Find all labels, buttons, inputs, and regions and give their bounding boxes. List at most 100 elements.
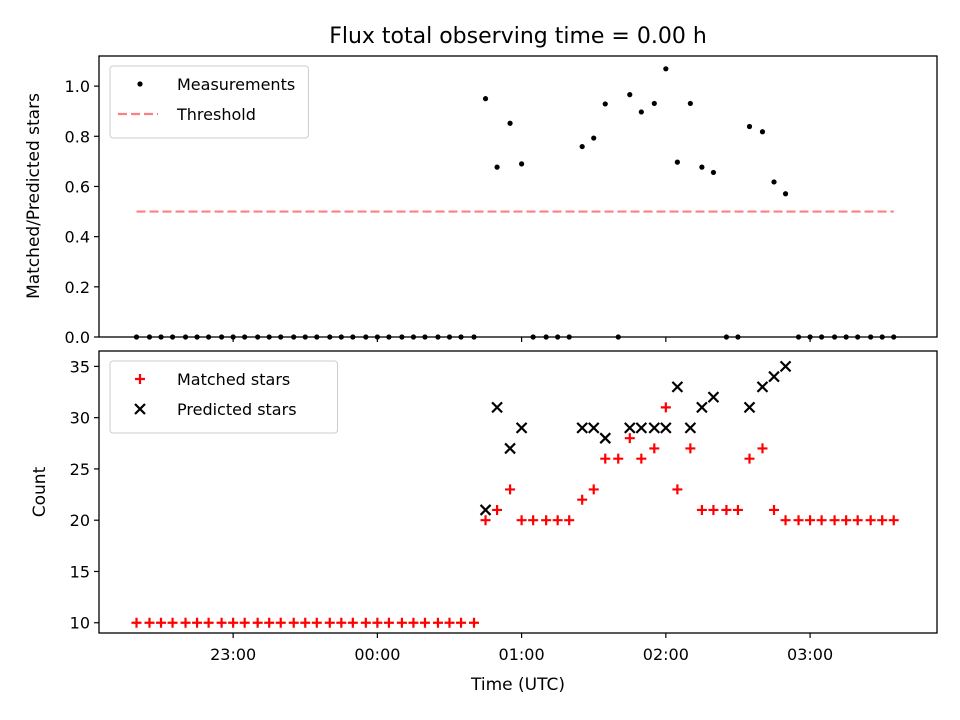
- top-chart-title: Flux total observing time = 0.00 h: [329, 24, 707, 49]
- bottom-data-point: [252, 617, 263, 628]
- bottom-data-point: [624, 422, 636, 434]
- bottom-data-point: [383, 617, 394, 628]
- bottom-legend-label: Matched stars: [177, 370, 290, 389]
- bottom-data-point: [372, 617, 383, 628]
- bottom-data-point: [685, 443, 696, 454]
- bottom-data-point: [360, 617, 371, 628]
- top-data-point: [602, 101, 608, 107]
- bottom-data-point: [505, 484, 516, 495]
- bottom-x-tick-label: 23:00: [210, 645, 256, 664]
- bottom-data-point: [829, 515, 840, 526]
- bottom-data-point: [432, 617, 443, 628]
- bottom-data-point: [732, 504, 743, 515]
- bottom-data-point: [888, 515, 899, 526]
- bottom-data-point: [613, 453, 624, 464]
- bottom-data-point: [504, 442, 516, 455]
- top-data-point: [663, 66, 669, 72]
- bottom-data-point: [672, 484, 683, 495]
- top-y-tick-label: 0.8: [65, 127, 90, 146]
- bottom-data-point: [275, 617, 286, 628]
- bottom-series-1: [131, 402, 899, 628]
- bottom-data-point: [491, 401, 503, 414]
- bottom-data-point: [635, 422, 648, 434]
- bottom-series-2: [479, 360, 792, 516]
- bottom-data-point: [336, 617, 347, 628]
- bottom-data-point: [721, 504, 732, 515]
- bottom-data-point: [469, 617, 480, 628]
- bottom-data-point: [480, 515, 491, 526]
- bottom-legend-box: [109, 360, 338, 434]
- bottom-data-point: [516, 515, 527, 526]
- bottom-data-point: [167, 617, 178, 628]
- top-plot: 0.0 0.2 0.4 0.6 0.8 1.0 Measurements Threshold: [65, 55, 938, 347]
- bottom-data-point: [744, 453, 755, 464]
- bottom-data-point: [816, 515, 827, 526]
- bottom-data-point: [707, 391, 720, 403]
- bottom-x-tick-label: 00:00: [354, 645, 400, 664]
- bottom-data-point: [684, 422, 697, 434]
- bottom-x-tick-label: 03:00: [787, 645, 833, 664]
- bottom-data-point: [768, 370, 780, 383]
- bottom-data-point: [264, 617, 275, 628]
- top-axes-frame: [98, 55, 938, 338]
- top-data-point: [507, 120, 513, 126]
- bottom-y-tick-label: 20: [70, 511, 90, 530]
- bottom-data-point: [577, 494, 588, 505]
- top-legend: Measurements Threshold: [109, 65, 309, 139]
- bottom-y-tick-label: 35: [70, 357, 90, 376]
- bottom-data-point: [144, 617, 155, 628]
- top-y-axis-label: Matched/Predicted stars: [24, 93, 44, 299]
- top-y-tick-label: 1.0: [65, 77, 90, 96]
- top-data-point: [782, 191, 789, 197]
- top-legend-item: Measurements: [137, 75, 295, 94]
- bottom-data-point: [564, 515, 575, 526]
- bottom-data-point: [492, 504, 503, 515]
- bottom-data-point: [239, 617, 250, 628]
- bottom-x-tick-label: 01:00: [499, 645, 545, 664]
- bottom-data-point: [541, 515, 552, 526]
- bottom-data-point: [576, 422, 588, 434]
- bottom-data-point: [877, 515, 888, 526]
- top-legend-label: Measurements: [177, 75, 295, 94]
- bottom-data-point: [192, 617, 203, 628]
- bottom-data-point: [515, 422, 528, 434]
- bottom-data-point: [288, 617, 299, 628]
- bottom-data-point: [756, 381, 769, 393]
- top-data-point: [771, 179, 777, 185]
- bottom-data-point: [552, 515, 563, 526]
- bottom-legend: Matched stars Predicted stars: [109, 360, 338, 434]
- top-data-point: [674, 159, 680, 165]
- legend-swatch: [137, 81, 143, 87]
- bottom-data-point: [347, 617, 358, 628]
- bottom-data-point: [131, 617, 142, 628]
- bottom-data-point: [156, 617, 167, 628]
- bottom-legend-label: Predicted stars: [177, 400, 297, 419]
- bottom-data-point: [396, 617, 407, 628]
- bottom-data-point: [696, 401, 708, 414]
- bottom-data-point: [600, 453, 611, 464]
- bottom-data-point: [660, 402, 671, 413]
- bottom-data-point: [408, 617, 419, 628]
- bottom-data-point: [216, 617, 227, 628]
- bottom-y-tick-label: 25: [70, 460, 90, 479]
- bottom-data-point: [671, 381, 684, 393]
- bottom-data-point: [779, 360, 792, 373]
- bottom-data-point: [419, 617, 430, 628]
- bottom-data-point: [324, 617, 335, 628]
- bottom-data-point: [757, 443, 768, 454]
- bottom-y-tick-label: 10: [70, 614, 90, 633]
- bottom-data-point: [708, 504, 719, 515]
- top-data-point: [710, 169, 717, 176]
- bottom-data-point: [479, 504, 492, 516]
- top-data-point: [519, 161, 525, 167]
- bottom-data-point: [852, 515, 863, 526]
- top-y-tick-label: 0.2: [65, 278, 90, 297]
- top-legend-item: Threshold: [118, 105, 256, 124]
- bottom-data-point: [228, 617, 239, 628]
- bottom-y-axis-label: Count: [30, 466, 50, 517]
- bottom-data-point: [793, 515, 804, 526]
- top-data-point: [687, 100, 693, 107]
- bottom-data-point: [311, 617, 322, 628]
- top-data-point: [759, 129, 766, 135]
